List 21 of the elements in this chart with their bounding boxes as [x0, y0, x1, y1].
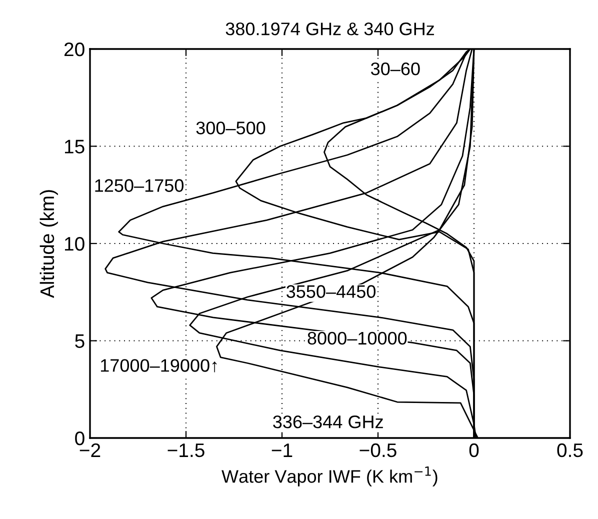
y-tick-label: 15: [64, 140, 84, 154]
x-tick-label: −2: [80, 443, 100, 457]
annotation: 30–60: [371, 62, 420, 76]
x-tick-label: −0.5: [360, 443, 396, 458]
annotation: 300–500: [196, 122, 266, 134]
annotation: 336–344 GHz: [273, 415, 383, 428]
x-tick-label: −1.5: [168, 444, 204, 458]
y-tick-label: 5: [75, 334, 84, 348]
annotation: 8000–10000: [308, 332, 407, 345]
x-tick-label: 0: [469, 443, 479, 458]
y-axis-title: Altitude (km): [40, 190, 58, 298]
x-tick-label: 0.5: [557, 443, 583, 458]
annotation: 3550–4450: [286, 285, 376, 298]
chart-title: 380.1974 GHz & 340 GHz: [226, 22, 434, 36]
y-tick-label: 20: [64, 42, 84, 56]
annotation: 1250–1750: [95, 179, 184, 192]
y-tick-label: 0: [75, 431, 84, 446]
annotation: 17000–19000↑: [100, 359, 217, 372]
y-tick-label: 10: [64, 236, 84, 251]
x-tick-label: −1: [272, 444, 292, 457]
x-axis-title: Water Vapor IWF (K km$^{−1}$): [222, 466, 438, 486]
